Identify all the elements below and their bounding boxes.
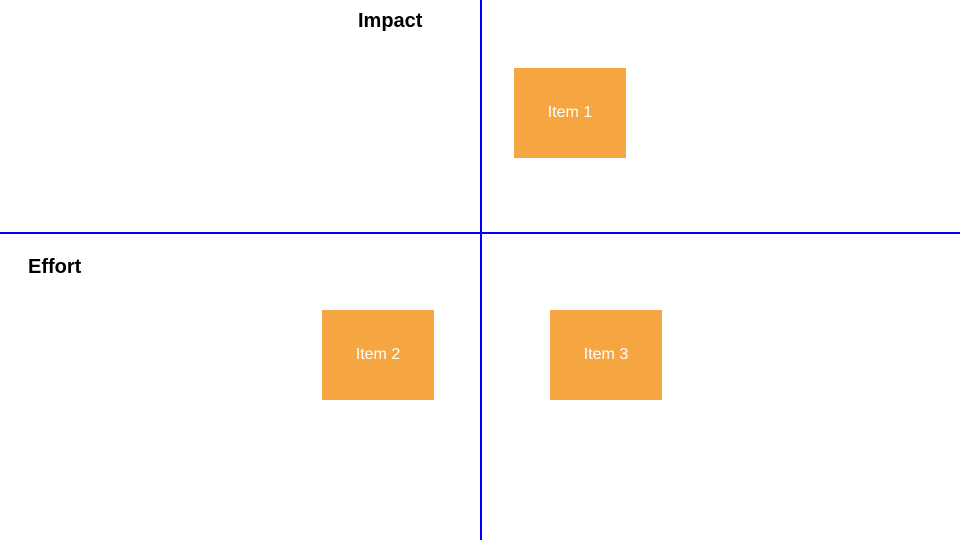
item-label: Item 2 (356, 346, 400, 364)
quadrant-canvas: Impact Effort Item 1 Item 2 Item 3 (0, 0, 960, 540)
item-label: Item 1 (548, 104, 592, 122)
vertical-axis-label: Impact (358, 10, 422, 33)
item-box-2: Item 2 (322, 310, 434, 400)
item-label: Item 3 (584, 346, 628, 364)
vertical-axis (480, 0, 482, 540)
horizontal-axis (0, 232, 960, 234)
item-box-3: Item 3 (550, 310, 662, 400)
item-box-1: Item 1 (514, 68, 626, 158)
horizontal-axis-label: Effort (28, 256, 81, 279)
